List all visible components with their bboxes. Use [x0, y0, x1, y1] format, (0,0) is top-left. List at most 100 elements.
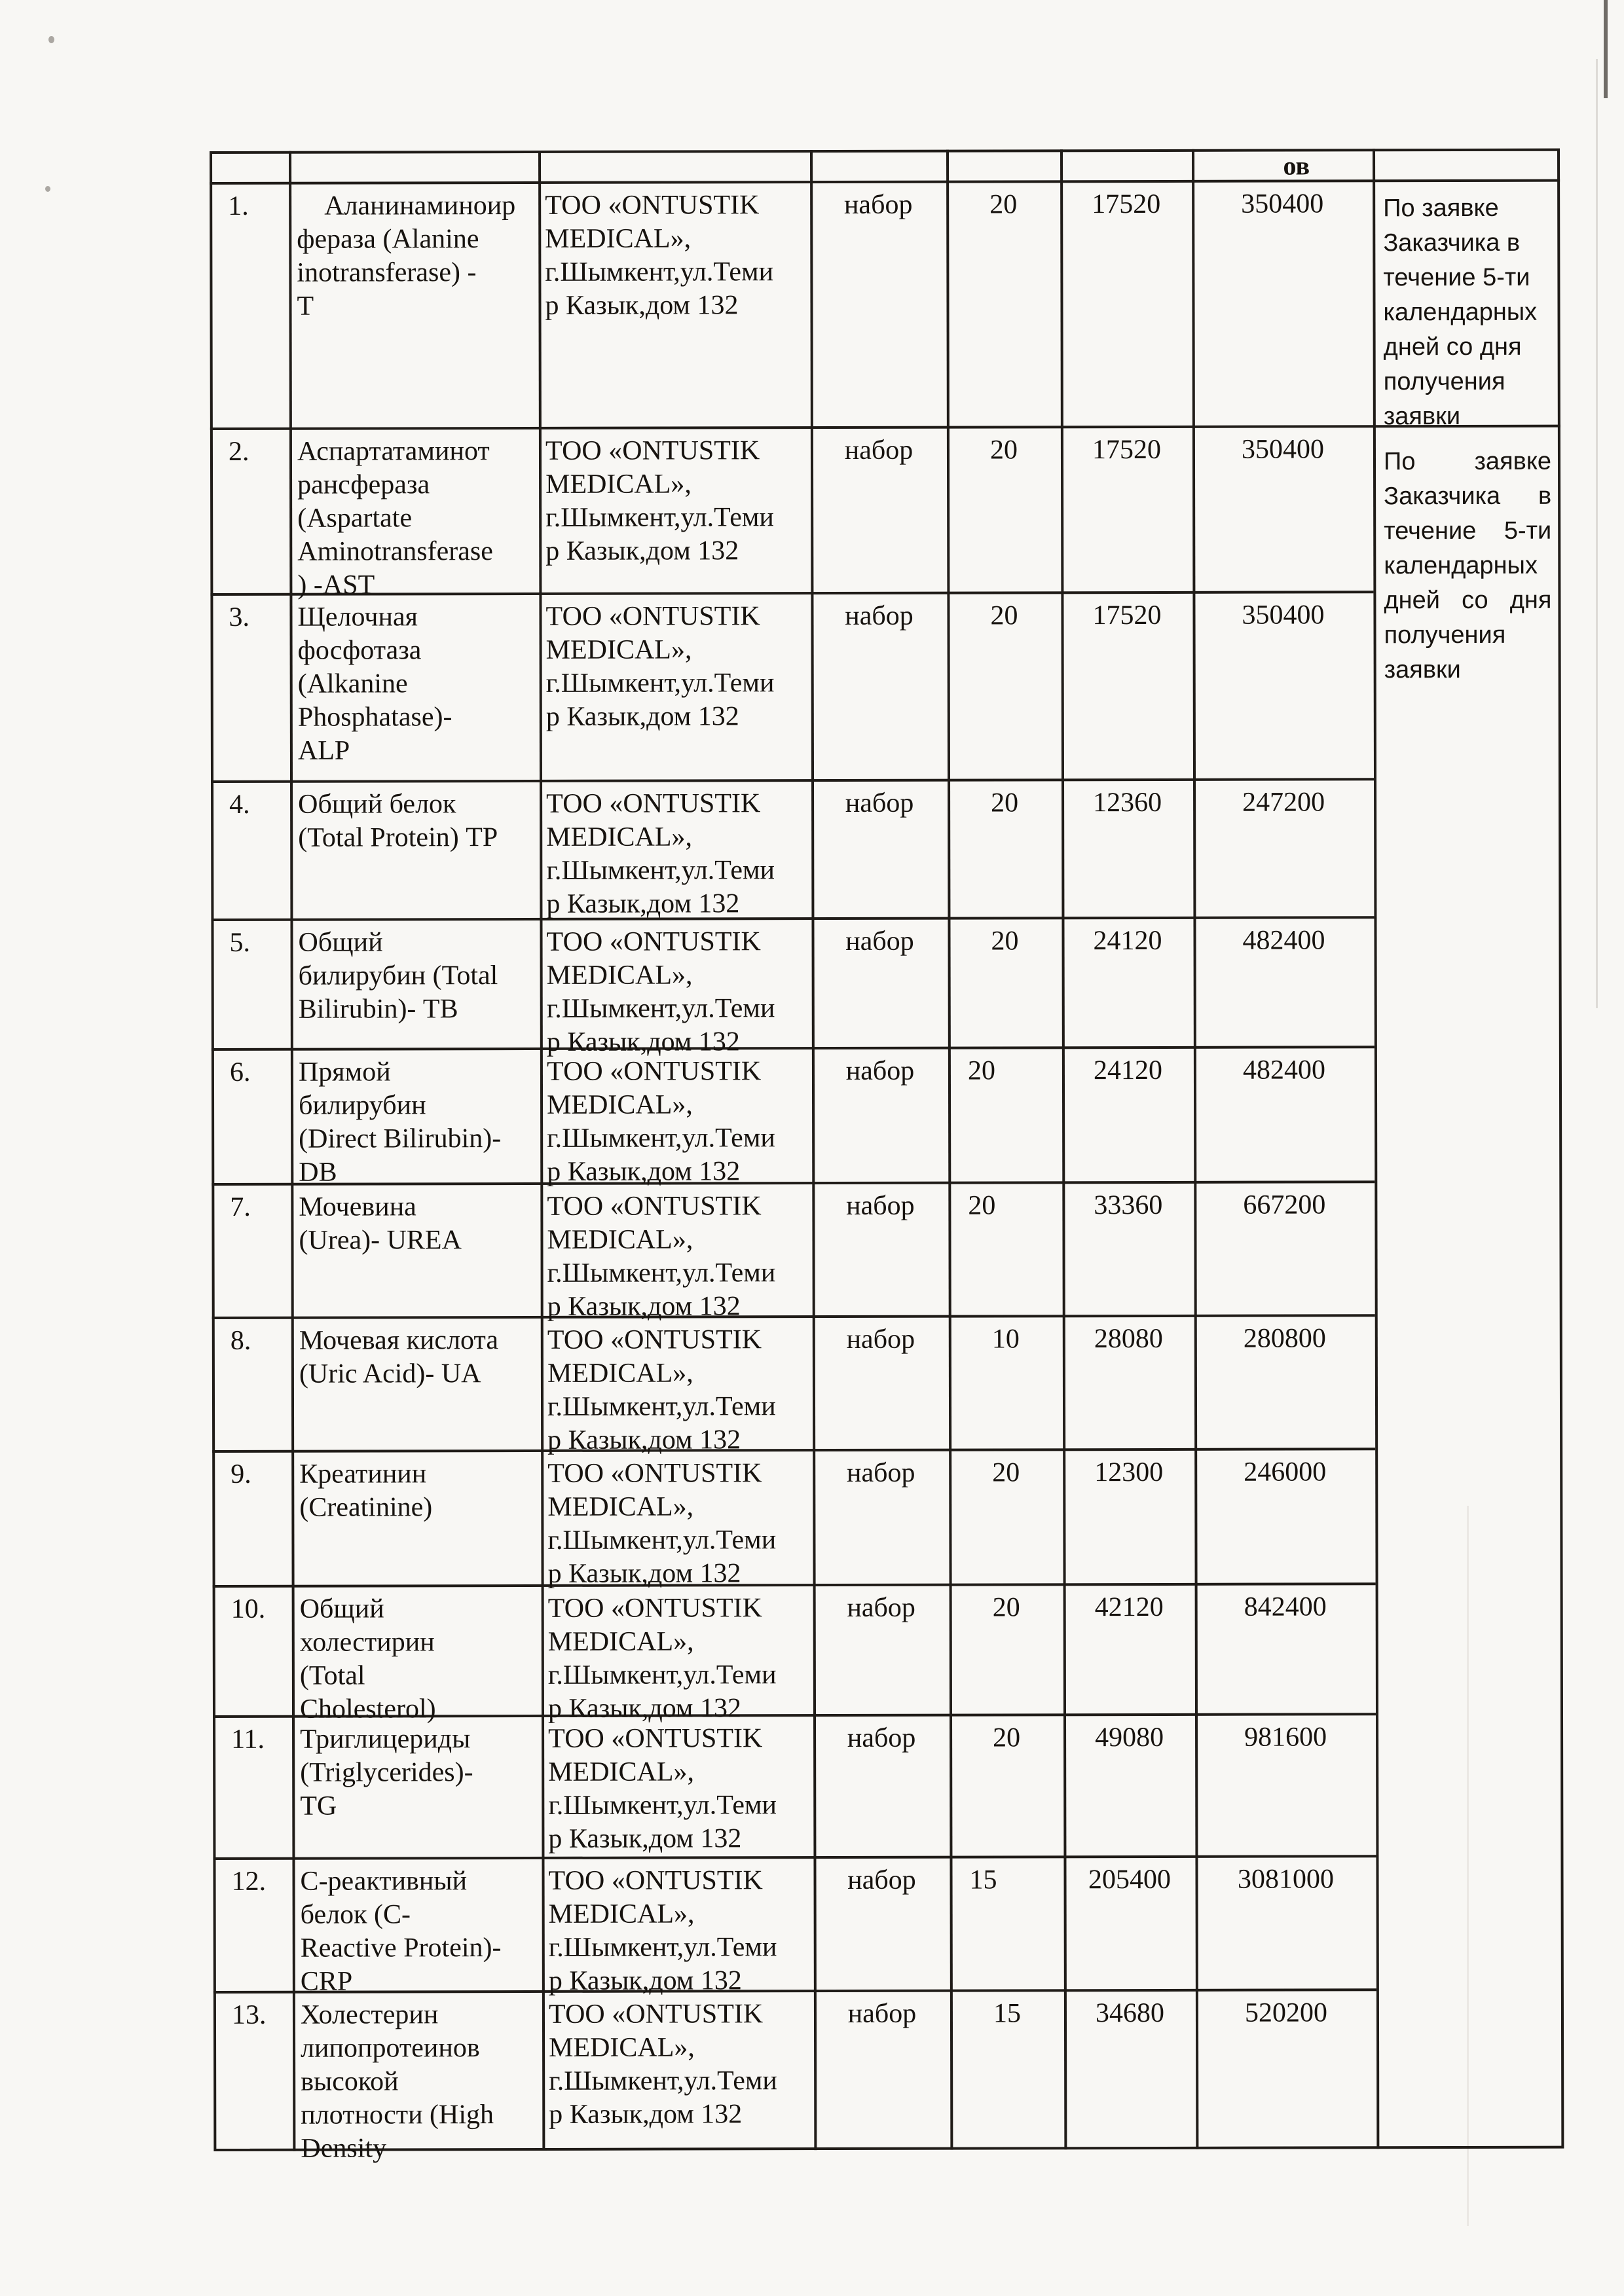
- total-price: 482400: [1242, 1055, 1325, 1085]
- unit: набор: [845, 1055, 915, 1086]
- supplier: ТОО «ONTUSTIK MEDICAL», г.Шымкент,ул.Тем…: [546, 1056, 775, 1187]
- total-price: 981600: [1244, 1722, 1327, 1753]
- supplier: ТОО «ONTUSTIK MEDICAL», г.Шымкент,ул.Тем…: [546, 788, 775, 919]
- quantity: 20: [989, 435, 1018, 465]
- quantity: 20: [990, 600, 1018, 631]
- scan-streak: [1596, 59, 1598, 1008]
- row-number: 1.: [228, 191, 249, 221]
- unit: набор: [845, 600, 913, 631]
- supplier: ТОО «ONTUSTIK MEDICAL», г.Шымкент,ул.Тем…: [545, 435, 774, 566]
- quantity: 10: [991, 1324, 1020, 1355]
- unit-price: 205400: [1088, 1864, 1172, 1895]
- item-name: Холестерин липопротеинов высокой плотнос…: [300, 1999, 494, 2164]
- delivery-terms: По заявке Заказчика в течение 5-ти кален…: [1383, 447, 1552, 684]
- unit-price: 12300: [1094, 1457, 1164, 1488]
- quantity: 15: [993, 1998, 1022, 2029]
- scan-streak: [1467, 1506, 1469, 2226]
- item-name: Аспартатаминот рансфераза (Aspartate Ami…: [297, 436, 493, 600]
- row-number: 7.: [230, 1192, 251, 1222]
- quantity: 20: [991, 788, 1019, 818]
- quantity: 20: [968, 1190, 996, 1221]
- unit: набор: [846, 1190, 915, 1221]
- unit-price: 17520: [1092, 434, 1162, 465]
- unit: набор: [844, 435, 913, 465]
- scan-speck: [48, 36, 54, 43]
- quantity: 20: [991, 926, 1019, 957]
- supplier: ТОО «ONTUSTIK MEDICAL», г.Шымкент,ул.Тем…: [546, 926, 775, 1057]
- unit-price: 49080: [1095, 1722, 1164, 1753]
- supplier: ТОО «ONTUSTIK MEDICAL», г.Шымкент,ул.Тем…: [547, 1458, 777, 1589]
- row-number: 9.: [231, 1459, 251, 1489]
- item-name: Прямой билирубин (Direct Bilirubin)- DB: [298, 1057, 502, 1188]
- supplier: ТОО «ONTUSTIK MEDICAL», г.Шымкент,ул.Тем…: [545, 190, 774, 321]
- item-name: Аланинаминоир фераза (Alanine inotransfe…: [297, 191, 516, 321]
- item-name: Общий холестирин (Total Cholesterol): [299, 1594, 436, 1724]
- unit-price: 17520: [1092, 189, 1161, 220]
- total-price: 350400: [1241, 189, 1324, 219]
- row-number: 12.: [231, 1866, 267, 1897]
- row-number: 13.: [231, 1999, 267, 2030]
- quantity: 15: [969, 1865, 997, 1895]
- unit: набор: [845, 926, 914, 957]
- item-name: Триглицериды (Triglycerides)- TG: [300, 1724, 473, 1821]
- row-number: 3.: [229, 602, 250, 632]
- supplier: ТОО «ONTUSTIK MEDICAL», г.Шымкент,ул.Тем…: [547, 1593, 777, 1724]
- quantity: 20: [989, 189, 1018, 220]
- unit-price: 33360: [1094, 1190, 1163, 1221]
- row-number: 6.: [229, 1057, 251, 1087]
- item-name: Щелочная фосфотаза (Alkanine Phosphatase…: [297, 602, 452, 766]
- table-header-partial-label: ов: [1283, 151, 1310, 181]
- total-price: 667200: [1243, 1190, 1326, 1220]
- delivery-terms: По заявке Заказчика в течение 5-ти кален…: [1383, 194, 1538, 431]
- total-price: 247200: [1242, 787, 1325, 818]
- unit-price: 24120: [1093, 925, 1162, 957]
- unit: набор: [846, 1324, 915, 1355]
- total-price: 280800: [1243, 1323, 1326, 1354]
- unit-price: 12360: [1093, 787, 1162, 818]
- supplier: ТОО «ONTUSTIK MEDICAL», г.Шымкент,ул.Тем…: [548, 1865, 777, 1996]
- row-number: 11.: [231, 1724, 265, 1755]
- quantity: 20: [967, 1055, 995, 1086]
- total-price: 3081000: [1237, 1864, 1335, 1895]
- item-name: Креатинин (Creatinine): [299, 1459, 433, 1523]
- unit-price: 34680: [1095, 1997, 1165, 2029]
- item-name: Общий билирубин (Total Bilirubin)- TB: [298, 927, 498, 1025]
- row-number: 10.: [231, 1594, 266, 1624]
- item-name: Общий белок (Total Protein) TP: [298, 789, 498, 853]
- row-number: 2.: [228, 436, 249, 467]
- unit: набор: [845, 788, 914, 818]
- quantity: 20: [992, 1592, 1020, 1623]
- supplier: ТОО «ONTUSTIK MEDICAL», г.Шымкент,ул.Тем…: [545, 601, 775, 732]
- supplier: ТОО «ONTUSTIK MEDICAL», г.Шымкент,ул.Тем…: [548, 1999, 777, 2130]
- total-price: 350400: [1241, 434, 1325, 465]
- item-name: С-реактивный белок (C- Reactive Protein)…: [300, 1866, 502, 1997]
- unit: набор: [847, 1592, 915, 1623]
- row-number: 4.: [229, 789, 250, 820]
- quantity: 20: [992, 1457, 1020, 1488]
- procurement-items-table: ов 1. Аланинаминоир фераза (Alanine inot…: [210, 148, 1564, 2164]
- unit: набор: [843, 189, 913, 220]
- unit-price: 17520: [1092, 600, 1162, 631]
- unit-price: 28080: [1094, 1323, 1163, 1355]
- total-price: 842400: [1244, 1592, 1327, 1622]
- unit-price: 24120: [1093, 1055, 1162, 1086]
- item-name: Мочевина (Urea)- UREA: [299, 1192, 462, 1256]
- total-price: 482400: [1242, 925, 1325, 956]
- total-price: 350400: [1242, 600, 1325, 630]
- unit: набор: [847, 1865, 916, 1895]
- row-number: 8.: [230, 1325, 251, 1356]
- total-price: 246000: [1244, 1457, 1327, 1487]
- supplier: ТОО «ONTUSTIK MEDICAL», г.Шымкент,ул.Тем…: [548, 1723, 777, 1854]
- unit-price: 42120: [1094, 1592, 1164, 1623]
- item-name: Мочевая кислота (Uric Acid)- UA: [299, 1325, 499, 1389]
- total-price: 520200: [1244, 1997, 1328, 2028]
- unit: набор: [847, 1722, 916, 1753]
- row-number: 5.: [229, 927, 251, 958]
- scan-speck: [45, 186, 50, 192]
- quantity: 20: [993, 1722, 1021, 1753]
- supplier: ТОО «ONTUSTIK MEDICAL», г.Шымкент,ул.Тем…: [547, 1191, 776, 1322]
- unit: набор: [846, 1457, 915, 1488]
- scan-streak: [1604, 0, 1608, 98]
- unit: набор: [847, 1998, 917, 2029]
